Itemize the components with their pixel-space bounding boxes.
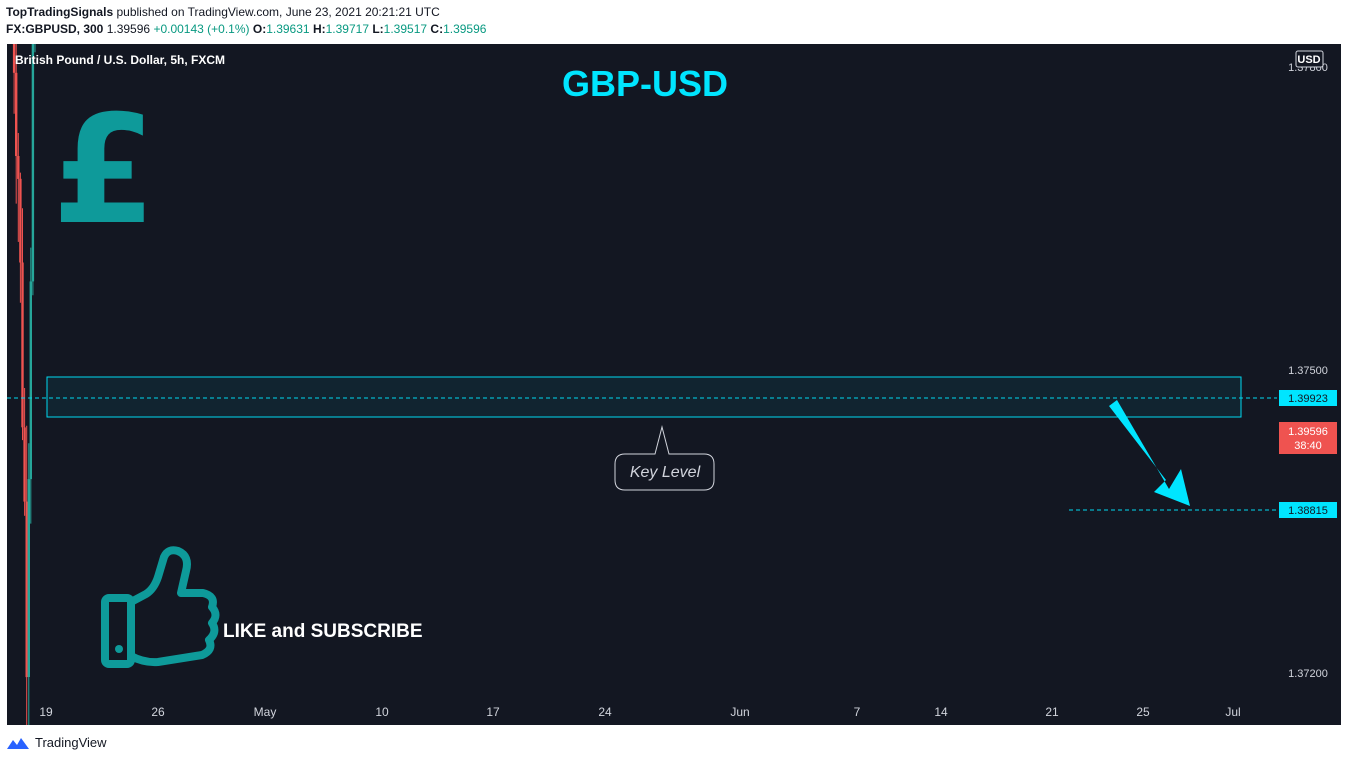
low-label: L:	[372, 22, 384, 36]
change-value: +0.00143 (+0.1%)	[153, 22, 250, 36]
high-value: 1.39717	[325, 22, 369, 36]
candle	[27, 443, 30, 725]
candle-body	[15, 72, 18, 156]
key-level-label: Key Level	[630, 464, 701, 481]
time-axis[interactable]: 19 26 May 10 17 24 Jun 7 14 21 25 Jul	[39, 705, 1240, 719]
key-level-price-tag: 1.39923	[1279, 390, 1337, 406]
candle-body	[12, 44, 16, 73]
symbol-label: FX:GBPUSD, 300	[6, 22, 104, 36]
candle	[31, 44, 35, 296]
price-tick-label: 1.37200	[1288, 668, 1328, 680]
target-arrow	[1109, 400, 1190, 506]
time-tick-label: May	[254, 705, 277, 719]
currency-badge-label: USD	[1297, 54, 1320, 66]
key-level-price: 1.39923	[1288, 393, 1328, 405]
time-tick-label: 19	[39, 705, 53, 719]
price-tick-label: 1.37500	[1288, 365, 1328, 377]
candle	[25, 425, 28, 725]
open-label: O:	[252, 22, 267, 36]
footer-brand: TradingView	[35, 735, 107, 750]
candle	[21, 208, 24, 441]
time-tick-label: 10	[375, 705, 389, 719]
currency-badge: USD	[1295, 50, 1324, 68]
ohlc-bar: FX:GBPUSD, 300 1.39596 +0.00143 (+0.1%) …	[6, 22, 486, 36]
open-value: 1.39631	[266, 22, 310, 36]
pair-label: GBP-USD	[562, 63, 728, 104]
publish-info: TopTradingSignals published on TradingVi…	[6, 5, 440, 19]
tradingview-footer[interactable]: TradingView	[6, 735, 107, 750]
candle	[15, 44, 18, 204]
time-tick-label: 26	[151, 705, 165, 719]
tradingview-logo-icon	[7, 737, 29, 749]
candle-body	[21, 262, 24, 428]
time-tick-label: 25	[1136, 705, 1150, 719]
current-price: 1.39596	[1288, 426, 1328, 438]
author-name: TopTradingSignals	[6, 5, 114, 19]
key-level-callout: Key Level	[614, 425, 715, 491]
time-tick-label: Jul	[1225, 705, 1240, 719]
key-level-zone	[46, 376, 1242, 418]
candle-body	[25, 501, 28, 678]
close-label: C:	[430, 22, 444, 36]
last-price: 1.39596	[106, 22, 151, 36]
candle	[17, 133, 20, 242]
candle	[34, 44, 36, 53]
chart-title: British Pound / U.S. Dollar, 5h, FXCM	[15, 53, 225, 67]
high-label: H:	[312, 22, 326, 36]
time-tick-label: 7	[854, 705, 861, 719]
thumbs-up-icon	[101, 546, 220, 668]
candle-body	[23, 427, 26, 502]
candle	[19, 172, 22, 303]
low-value: 1.39517	[383, 22, 428, 36]
chart-panel[interactable]: Key Level British Pound / U.S. Dollar, 5…	[7, 44, 1341, 725]
time-tick-label: 24	[598, 705, 612, 719]
candle-body	[27, 479, 30, 677]
candle-body	[29, 281, 32, 480]
close-value: 1.39596	[443, 22, 487, 36]
candle	[23, 388, 26, 516]
candle-body	[19, 178, 22, 263]
candle	[12, 44, 16, 114]
time-tick-label: 17	[486, 705, 500, 719]
chart-svg[interactable]: Key Level British Pound / U.S. Dollar, 5…	[7, 44, 1341, 725]
target-price-tag: 1.38815	[1279, 502, 1337, 518]
time-tick-label: 14	[934, 705, 948, 719]
candle-group	[12, 44, 36, 725]
target-price: 1.38815	[1288, 505, 1328, 517]
cta-text: LIKE and SUBSCRIBE	[223, 621, 423, 642]
time-tick-label: 21	[1045, 705, 1059, 719]
candle-body	[17, 156, 20, 179]
publish-date: published on TradingView.com, June 23, 2…	[116, 5, 440, 19]
pound-icon: £	[52, 84, 156, 258]
time-tick-label: Jun	[730, 705, 749, 719]
bar-countdown: 38:40	[1294, 440, 1322, 452]
candle-body	[31, 44, 35, 282]
current-price-tag: 1.39596 38:40	[1279, 422, 1337, 454]
candle	[29, 247, 32, 524]
